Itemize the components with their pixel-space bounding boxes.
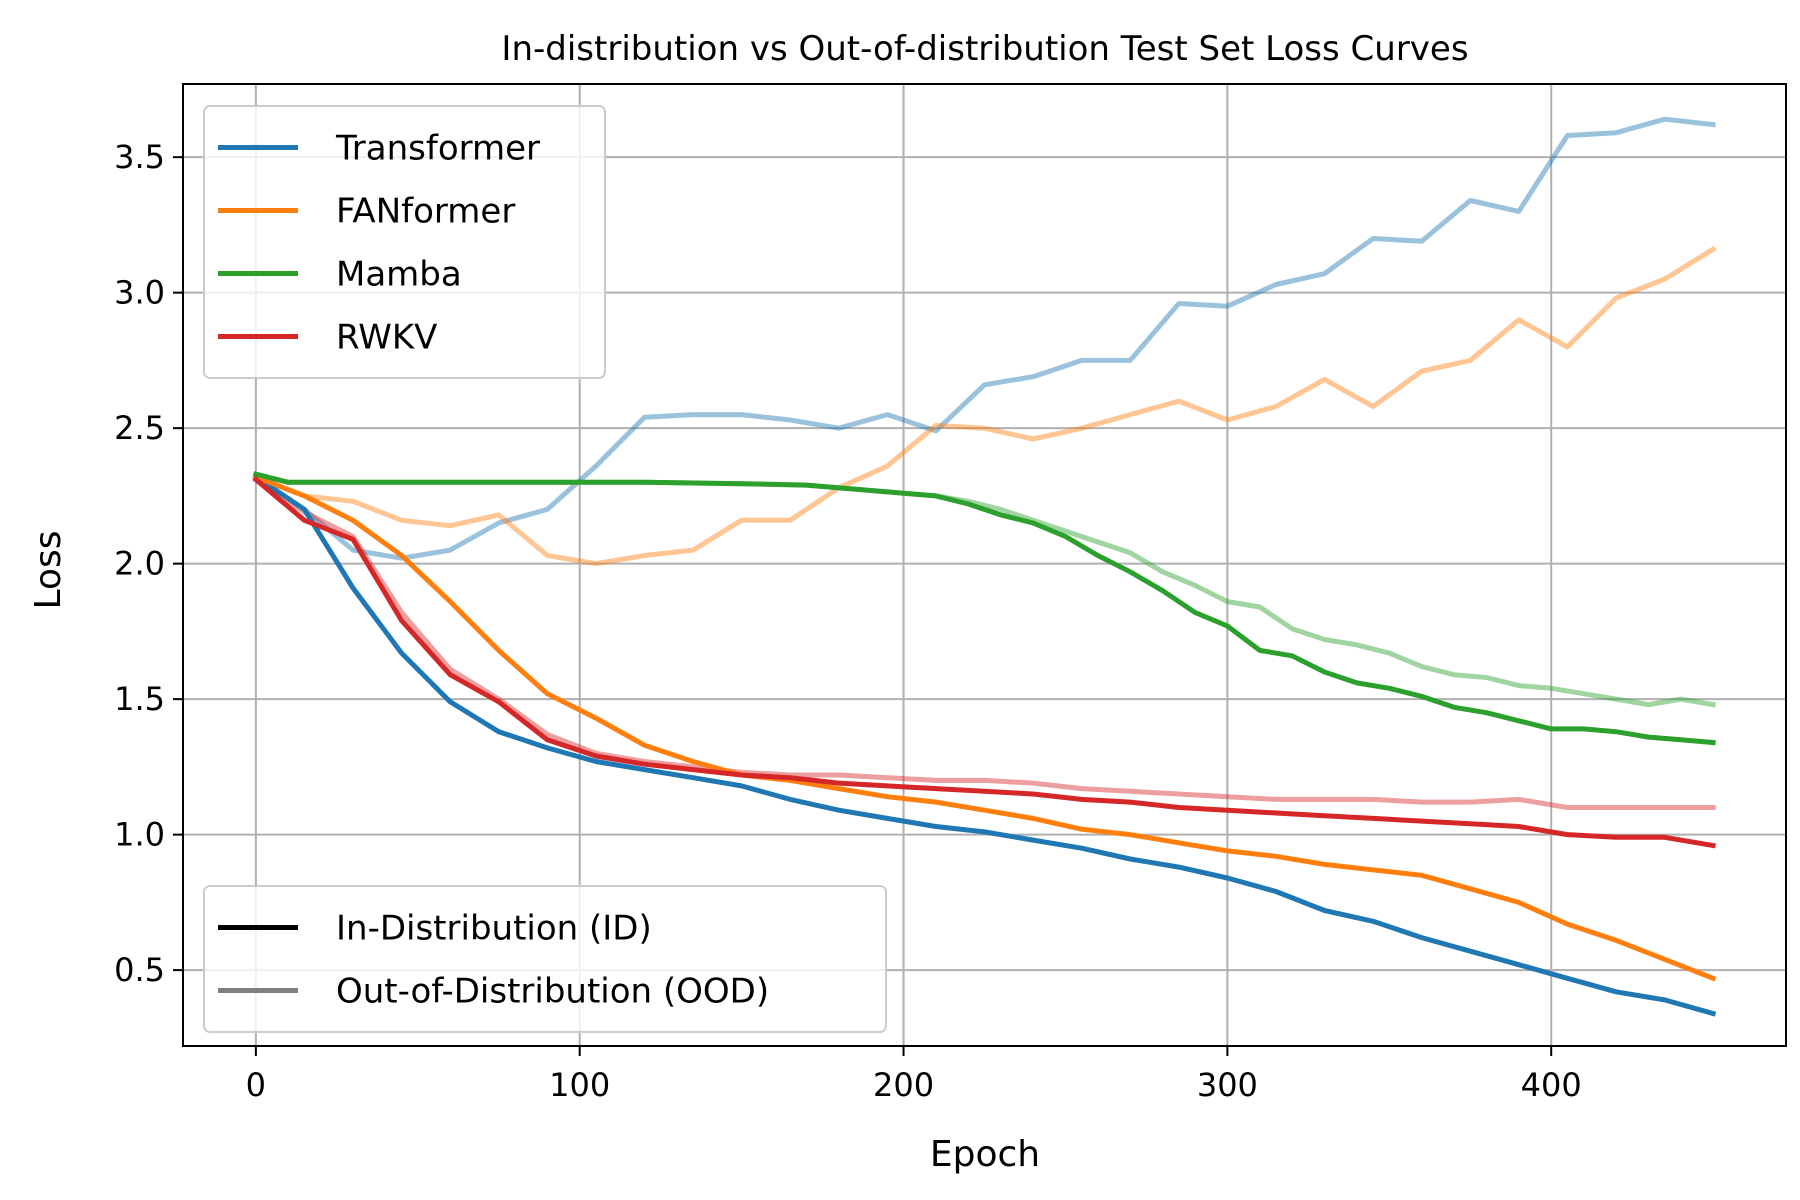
legend-label: RWKV <box>336 318 437 358</box>
series-line-fanformer-ood <box>252 245 1717 567</box>
chart-title: In-distribution vs Out-of-distribution T… <box>501 29 1468 69</box>
series-line-transformer-ood <box>252 116 1716 561</box>
series-line-transformer-id <box>252 473 1717 1017</box>
plot-frame <box>182 83 1787 1047</box>
x-tick-label: 400 <box>1521 1066 1582 1104</box>
legend-label: FANformer <box>336 192 515 232</box>
y-tick-label: 2.5 <box>114 409 165 447</box>
legend-box <box>203 105 606 379</box>
x-tick-label: 0 <box>246 1066 266 1104</box>
x-tick-label: 300 <box>1197 1066 1258 1104</box>
x-axis-label: Epoch <box>930 1134 1040 1175</box>
y-tick-label: 2.0 <box>114 545 165 583</box>
series-line-rwkv-id <box>252 476 1716 849</box>
x-tick-label: 100 <box>549 1066 610 1104</box>
y-tick-label: 1.0 <box>114 816 165 854</box>
y-tick-label: 1.5 <box>114 680 165 718</box>
y-tick-label: 3.5 <box>114 138 165 176</box>
y-tick-label: 0.5 <box>114 951 165 989</box>
axis-ticks: 0 100 200 300 400 0.5 1.0 1.5 2.0 2.5 3.0 3.5 <box>114 138 1582 1104</box>
series-lines <box>252 116 1717 1017</box>
y-axis-label: Loss <box>28 531 69 610</box>
legend-styles: In-Distribution (ID) Out-of-Distribution … <box>203 885 887 1033</box>
legend-label: Mamba <box>336 255 462 295</box>
x-tick-label: 200 <box>873 1066 934 1104</box>
series-line-fanformer-id <box>252 473 1717 982</box>
series-line-mamba-id <box>252 471 1716 746</box>
legend-label: In-Distribution (ID) <box>336 909 652 949</box>
y-tick-label: 3.0 <box>114 274 165 312</box>
legend-box <box>203 885 887 1033</box>
legend-label: Out-of-Distribution (OOD) <box>336 972 769 1012</box>
legend-models: Transformer FANformer Mamba RWKV <box>203 105 606 379</box>
legend-label: Transformer <box>335 129 540 169</box>
